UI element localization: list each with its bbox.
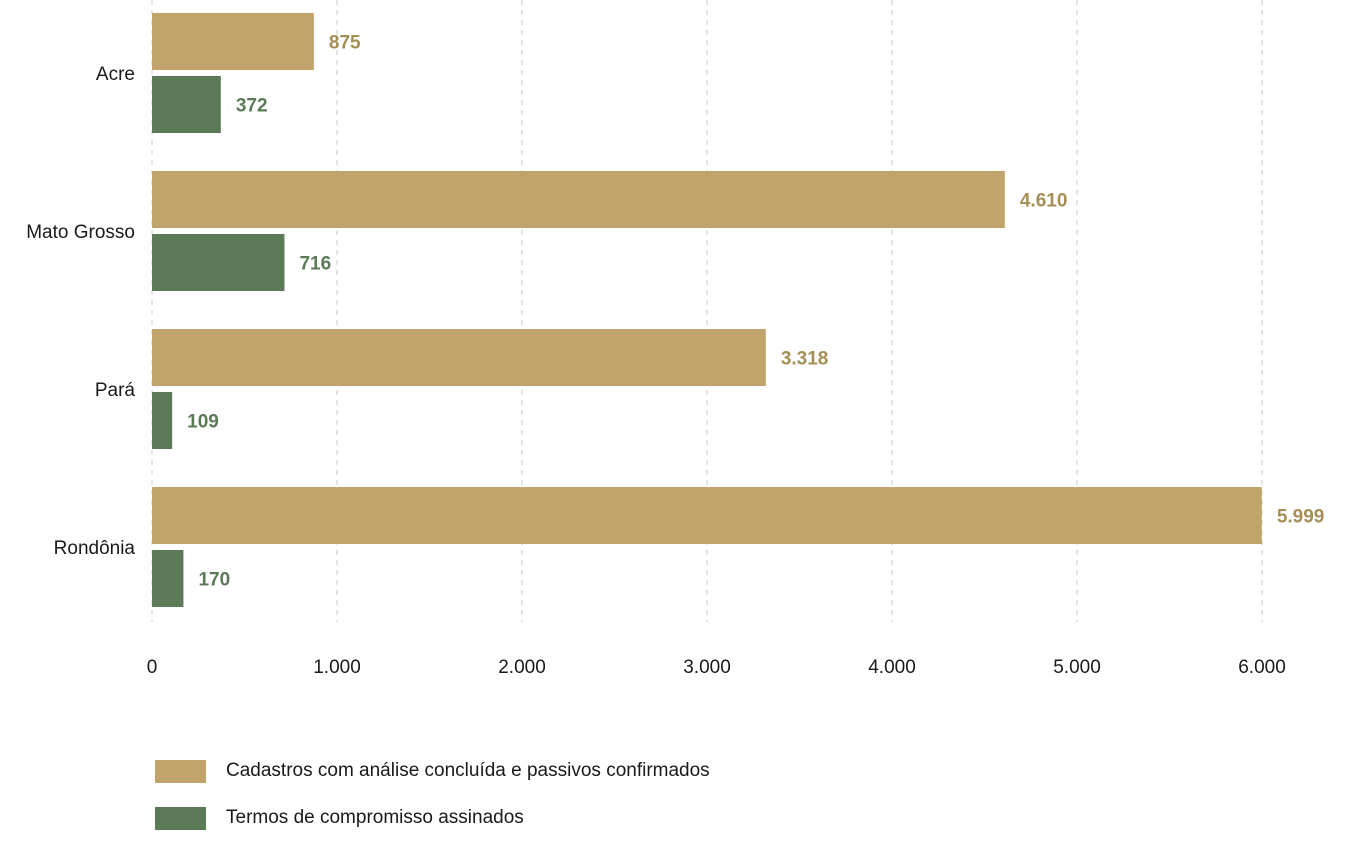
legend-label-cadastros: Cadastros com análise concluída e passiv… [226,760,710,781]
bar-2-1 [152,392,173,449]
value-label-1-0: 4.610 [1020,191,1068,212]
x-tick-label-4: 4.000 [868,657,916,678]
legend-label-termos: Termos de compromisso assinados [226,807,524,828]
legend-item-cadastros: Cadastros com análise concluída e passiv… [155,756,710,786]
category-label-0: Acre [96,64,135,85]
bar-chart: 0 1.000 2.000 3.000 4.000 5.000 6.000 875 372 Acr… [26,0,1325,678]
legend-swatch-cadastros [155,759,206,783]
bar-3-0 [152,487,1262,544]
x-tick-label-3: 3.000 [683,657,731,678]
value-label-3-1: 170 [198,570,230,591]
chart-legend: Cadastros com análise concluída e passiv… [155,756,710,850]
x-tick-label-1: 1.000 [313,657,361,678]
value-label-2-0: 3.318 [781,349,829,370]
x-tick-label-2: 2.000 [498,657,546,678]
value-label-0-0: 875 [329,33,361,54]
value-label-2-1: 109 [187,412,219,433]
x-tick-label-6: 6.000 [1238,657,1286,678]
x-tick-label-0: 0 [147,657,158,678]
legend-item-termos: Termos de compromisso assinados [155,803,710,833]
x-tick-label-5: 5.000 [1053,657,1101,678]
value-label-0-1: 372 [236,96,268,117]
legend-swatch-termos [155,806,206,830]
bar-3-1 [152,550,184,607]
category-label-2: Pará [95,380,136,401]
category-label-3: Rondônia [54,538,136,559]
category-label-1: Mato Grosso [26,222,135,243]
value-label-1-1: 716 [299,254,331,275]
bar-2-0 [152,329,766,386]
bar-1-1 [152,234,285,291]
value-label-3-0: 5.999 [1277,507,1325,528]
bar-0-1 [152,76,221,133]
bar-0-0 [152,13,314,70]
bar-1-0 [152,171,1005,228]
